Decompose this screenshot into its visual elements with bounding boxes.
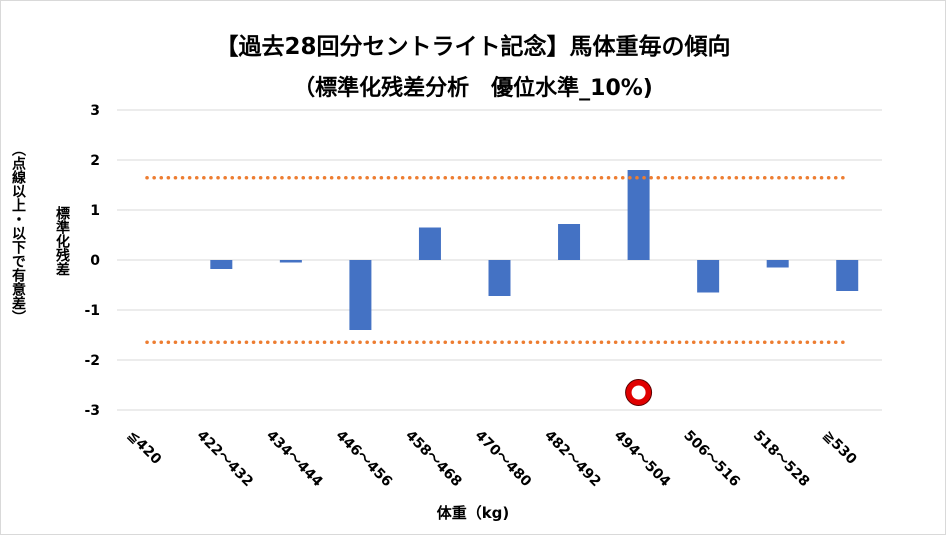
bar [627, 170, 650, 260]
x-tick-label: ≧530 [819, 428, 859, 468]
x-tick-label: 506～516 [680, 428, 743, 491]
y-tick-label: -1 [84, 303, 100, 319]
y-tick-label: 2 [90, 153, 100, 169]
bar [418, 227, 441, 260]
y-tick-label: 1 [90, 203, 100, 219]
x-tick-label: 422～432 [193, 428, 256, 491]
x-tick-label: 482～492 [541, 428, 604, 491]
highlight-marker-inner [631, 385, 646, 400]
bar [349, 260, 372, 330]
y-tick-label: -3 [84, 403, 100, 419]
x-tick-label: 446～456 [333, 428, 396, 491]
chart-subtitle: （標準化残差分析 優位水準_10%) [293, 76, 653, 101]
x-tick-label: 518～528 [750, 428, 813, 491]
bar [488, 260, 511, 296]
x-tick-label: 458～468 [402, 428, 465, 491]
bar [836, 260, 859, 291]
bar [766, 260, 789, 268]
bar [697, 260, 720, 293]
chart-title: 【過去28回分セントライト記念】馬体重毎の傾向 [215, 34, 731, 60]
bar [210, 260, 233, 269]
x-tick-label: 470～480 [472, 428, 535, 491]
y-tick-label: 0 [90, 253, 100, 269]
y-tick-label: 3 [90, 103, 100, 119]
x-tick-label: 434～444 [263, 428, 326, 491]
bar [279, 260, 302, 263]
x-tick-label: 494～504 [611, 428, 674, 491]
x-tick-label: ≦420 [124, 428, 164, 468]
y-axis-note: （点線以上・以下で有意差） [10, 142, 26, 324]
bar [558, 224, 581, 260]
x-axis-label: 体重（kg) [436, 504, 510, 522]
y-tick-label: -2 [84, 353, 100, 369]
y-axis-label: 標準化残差 [54, 206, 70, 276]
